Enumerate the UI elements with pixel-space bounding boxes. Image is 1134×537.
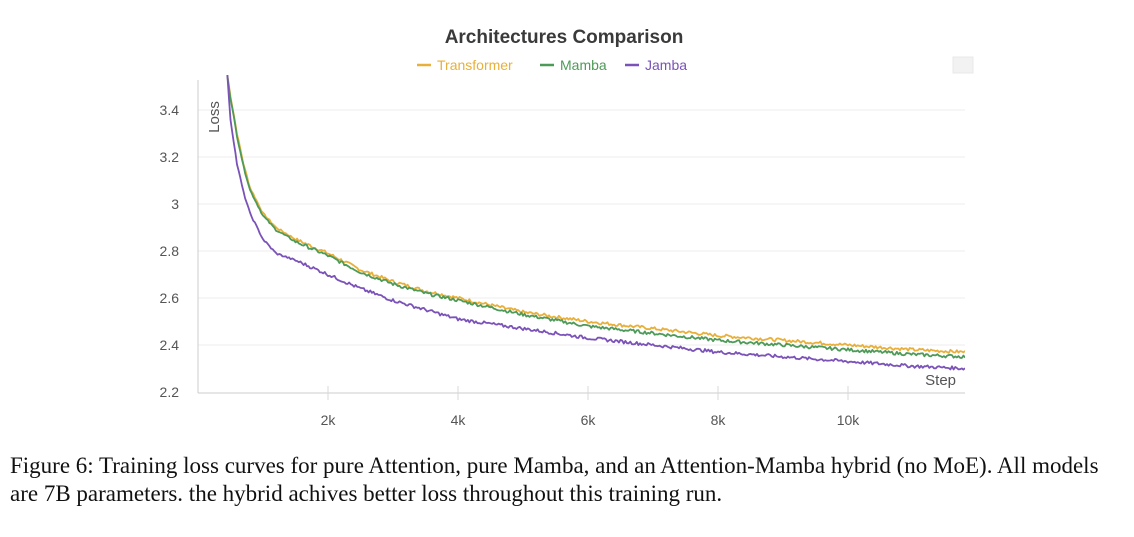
x-tick-label: 8k [711, 412, 727, 428]
chart-title: Architectures Comparison [445, 27, 684, 48]
legend-item-jamba[interactable]: Jamba [625, 57, 687, 73]
legend[interactable]: Transformer Mamba Jamba [417, 57, 687, 73]
figure-caption: Figure 6: Training loss curves for pure … [10, 453, 1099, 506]
y-tick-label: 2.6 [160, 290, 180, 306]
legend-label: Mamba [560, 57, 607, 73]
series-line-mamba [226, 75, 965, 359]
x-axis-title: Step [925, 372, 956, 389]
legend-item-mamba[interactable]: Mamba [540, 57, 607, 73]
y-tick-label: 2.8 [160, 243, 180, 259]
legend-item-transformer[interactable]: Transformer [417, 57, 513, 73]
legend-label: Transformer [437, 57, 513, 73]
gridlines: 2.2 2.4 2.6 2.8 3 3.2 3.4 [160, 102, 965, 400]
series-line-jamba [226, 75, 965, 371]
x-tick-label: 4k [451, 412, 467, 428]
axes: 2k 4k 6k 8k 10k [197, 80, 965, 428]
y-tick-label: 3.4 [160, 102, 180, 118]
series-layer [226, 75, 965, 371]
x-tick-label: 2k [321, 412, 337, 428]
x-tick-label: 10k [837, 412, 861, 428]
x-tick-label: 6k [581, 412, 597, 428]
chart-menu-button[interactable] [952, 56, 974, 74]
y-tick-label: 2.4 [160, 337, 180, 353]
y-tick-label: 2.2 [160, 384, 180, 400]
series-line-transformer [226, 75, 965, 354]
chart: Architectures Comparison Transformer Mamb… [160, 27, 974, 428]
y-tick-label: 3.2 [160, 149, 180, 165]
y-axis-title: Loss [206, 101, 223, 133]
legend-label: Jamba [645, 57, 687, 73]
y-tick-label: 3 [171, 196, 179, 212]
